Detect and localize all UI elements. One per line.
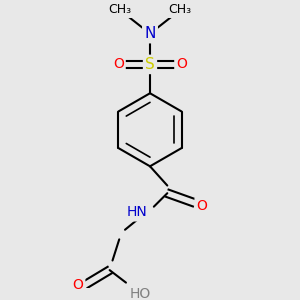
Text: CH₃: CH₃ [168, 3, 191, 16]
Text: O: O [73, 278, 83, 292]
Text: O: O [113, 57, 124, 71]
Text: HO: HO [130, 287, 151, 300]
Text: O: O [176, 57, 187, 71]
Text: CH₃: CH₃ [109, 3, 132, 16]
Text: N: N [144, 26, 156, 41]
Text: HN: HN [126, 206, 147, 219]
Text: O: O [196, 199, 207, 213]
Text: S: S [145, 57, 155, 72]
